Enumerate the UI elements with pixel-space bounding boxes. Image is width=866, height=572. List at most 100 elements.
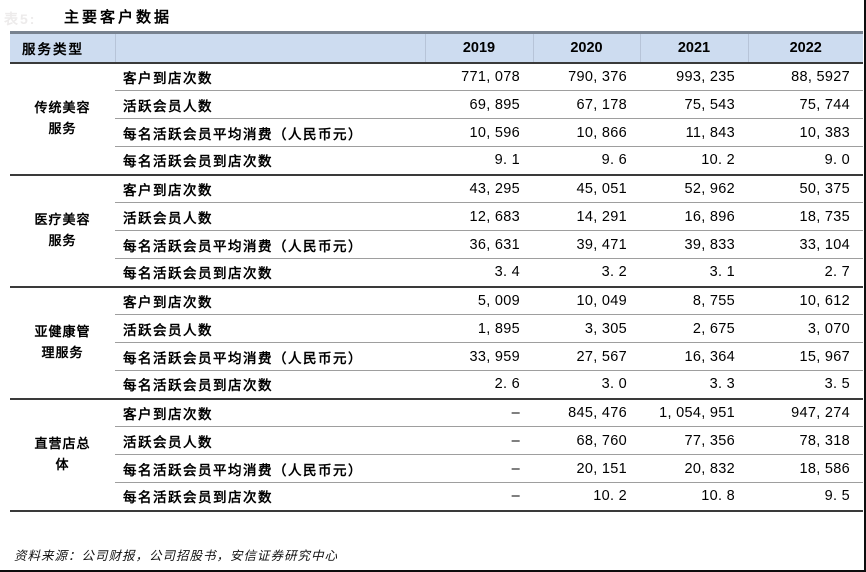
value-cell: 20, 832	[640, 454, 748, 483]
table-row: 每名活跃会员到店次数 9. 1 9. 6 10. 2 9. 0	[10, 146, 863, 176]
table-row: 每名活跃会员平均消费（人民币元） – 20, 151 20, 832 18, 5…	[10, 454, 863, 483]
metric-label-cell: 每名活跃会员平均消费（人民币元）	[115, 230, 425, 259]
service-type-cell: 传统美容 服务	[10, 62, 115, 176]
customer-data-table: 服务类型 2019 2020 2021 2022 传统美容 服务 客户到店次数 …	[10, 31, 863, 512]
value-cell: 2. 6	[425, 370, 533, 400]
col-header-year-2020: 2020	[532, 31, 640, 64]
value-cell: 45, 051	[533, 174, 640, 203]
value-cell: 3. 5	[748, 370, 863, 400]
table-row: 每名活跃会员平均消费（人民币元） 36, 631 39, 471 39, 833…	[10, 230, 863, 259]
value-cell: 39, 833	[640, 230, 748, 259]
value-cell: 9. 0	[748, 146, 863, 176]
value-cell: 3. 0	[533, 370, 640, 400]
value-cell: 790, 376	[533, 62, 640, 91]
value-cell: 20, 151	[533, 454, 640, 483]
table-row: 活跃会员人数 69, 895 67, 178 75, 543 75, 744	[10, 90, 863, 119]
value-cell: 77, 356	[640, 426, 748, 455]
value-cell: 947, 274	[748, 398, 863, 427]
source-note: 资料来源：公司财报，公司招股书，安信证券研究中心	[14, 549, 339, 563]
value-cell: 845, 476	[533, 398, 640, 427]
value-cell: 33, 104	[748, 230, 863, 259]
table-index-ghost-label: 表5:	[4, 11, 37, 27]
metric-label-cell: 每名活跃会员平均消费（人民币元）	[115, 118, 425, 147]
metric-label-cell: 每名活跃会员到店次数	[115, 146, 425, 176]
metric-label-cell: 每名活跃会员到店次数	[115, 370, 425, 400]
value-cell: 9. 5	[748, 482, 863, 512]
value-cell: 3. 4	[425, 258, 533, 288]
value-cell: 8, 755	[640, 286, 748, 315]
table-row: 传统美容 服务 客户到店次数 771, 078 790, 376 993, 23…	[10, 62, 863, 176]
value-cell: 18, 586	[748, 454, 863, 483]
value-cell: 2, 675	[640, 314, 748, 343]
table-title: 主要客户数据	[64, 9, 173, 26]
metric-label-cell: 活跃会员人数	[115, 202, 425, 231]
metric-label-cell: 活跃会员人数	[115, 314, 425, 343]
col-header-spacer	[114, 31, 425, 64]
value-cell: 68, 760	[533, 426, 640, 455]
value-cell: 18, 735	[748, 202, 863, 231]
metric-label-cell: 客户到店次数	[115, 398, 425, 427]
table-row: 每名活跃会员平均消费（人民币元） 10, 596 10, 866 11, 843…	[10, 118, 863, 147]
value-cell: 52, 962	[640, 174, 748, 203]
table-row: 医疗美容 服务 客户到店次数 43, 295 45, 051 52, 962 5…	[10, 174, 863, 288]
value-cell: –	[425, 454, 533, 483]
value-cell: 1, 054, 951	[640, 398, 748, 427]
value-cell: 75, 543	[640, 90, 748, 119]
value-cell: 10, 596	[425, 118, 533, 147]
table-row: 亚健康管 理服务 客户到店次数 5, 009 10, 049 8, 755 10…	[10, 286, 863, 400]
value-cell: 9. 1	[425, 146, 533, 176]
value-cell: 3. 1	[640, 258, 748, 288]
value-cell: 5, 009	[425, 286, 533, 315]
value-cell: 78, 318	[748, 426, 863, 455]
col-header-service-type: 服务类型	[10, 31, 115, 64]
value-cell: 39, 471	[533, 230, 640, 259]
value-cell: 15, 967	[748, 342, 863, 371]
metric-label-cell: 活跃会员人数	[115, 90, 425, 119]
col-header-year-2022: 2022	[747, 31, 863, 64]
col-header-year-2019: 2019	[424, 31, 533, 64]
value-cell: 16, 896	[640, 202, 748, 231]
service-type-cell: 直营店总 体	[10, 398, 115, 512]
value-cell: 36, 631	[425, 230, 533, 259]
value-cell: 10. 2	[533, 482, 640, 512]
value-cell: 10, 612	[748, 286, 863, 315]
value-cell: 33, 959	[425, 342, 533, 371]
table-row: 直营店总 体 客户到店次数 – 845, 476 1, 054, 951 947…	[10, 398, 863, 512]
value-cell: 50, 375	[748, 174, 863, 203]
table-row: 活跃会员人数 1, 895 3, 305 2, 675 3, 070	[10, 314, 863, 343]
value-cell: 88, 5927	[748, 62, 863, 91]
value-cell: 75, 744	[748, 90, 863, 119]
service-type-cell: 亚健康管 理服务	[10, 286, 115, 400]
value-cell: 69, 895	[425, 90, 533, 119]
metric-label-cell: 客户到店次数	[115, 286, 425, 315]
value-cell: 3, 070	[748, 314, 863, 343]
value-cell: 11, 843	[640, 118, 748, 147]
table-row: 每名活跃会员平均消费（人民币元） 33, 959 27, 567 16, 364…	[10, 342, 863, 371]
table-row: 每名活跃会员到店次数 2. 6 3. 0 3. 3 3. 5	[10, 370, 863, 400]
value-cell: 3. 2	[533, 258, 640, 288]
value-cell: 10, 049	[533, 286, 640, 315]
value-cell: 10. 2	[640, 146, 748, 176]
value-cell: 10, 383	[748, 118, 863, 147]
metric-label-cell: 活跃会员人数	[115, 426, 425, 455]
metric-label-cell: 每名活跃会员到店次数	[115, 258, 425, 288]
value-cell: 993, 235	[640, 62, 748, 91]
value-cell: 14, 291	[533, 202, 640, 231]
value-cell: 16, 364	[640, 342, 748, 371]
metric-label-cell: 每名活跃会员平均消费（人民币元）	[115, 342, 425, 371]
metric-label-cell: 每名活跃会员到店次数	[115, 482, 425, 512]
table-row: 活跃会员人数 – 68, 760 77, 356 78, 318	[10, 426, 863, 455]
value-cell: –	[425, 482, 533, 512]
value-cell: 3. 3	[640, 370, 748, 400]
table-row: 活跃会员人数 12, 683 14, 291 16, 896 18, 735	[10, 202, 863, 231]
metric-label-cell: 客户到店次数	[115, 174, 425, 203]
value-cell: 10, 866	[533, 118, 640, 147]
value-cell: 771, 078	[425, 62, 533, 91]
value-cell: 9. 6	[533, 146, 640, 176]
value-cell: –	[425, 426, 533, 455]
value-cell: 1, 895	[425, 314, 533, 343]
value-cell: 12, 683	[425, 202, 533, 231]
value-cell: 3, 305	[533, 314, 640, 343]
value-cell: –	[425, 398, 533, 427]
